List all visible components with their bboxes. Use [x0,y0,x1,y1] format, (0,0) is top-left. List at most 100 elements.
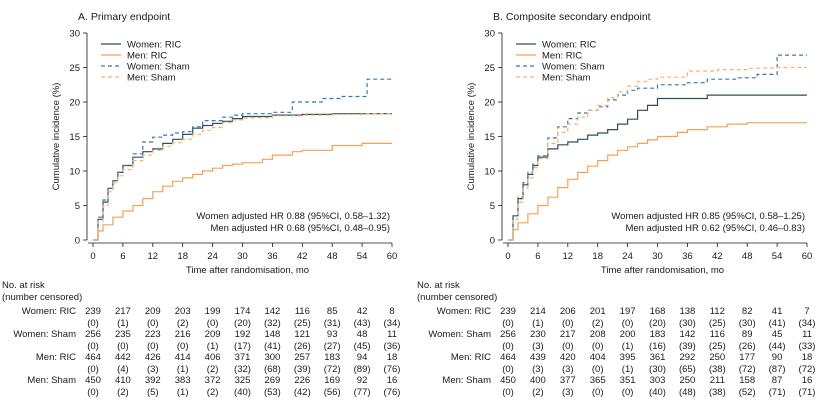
panel-b-risk-censored-men-sham-18: (0) [592,387,604,398]
panel-a-risk-censored-women-ric-30: (20) [234,318,251,329]
panel-b-risk-at-risk-women-sham-0: 256 [500,329,516,340]
panel-a-risk-at-risk-women-sham-0: 256 [85,329,101,340]
panel-a-series-women-ric [93,113,392,241]
panel-a-risk-at-risk-men-sham-6: 410 [115,375,131,386]
panel-a-y-tick-label-10: 10 [69,167,80,178]
panel-b-risk-at-risk-women-ric-18: 201 [590,306,606,317]
panel-b-risk-censored-men-sham-36: (48) [679,387,696,398]
panel-b-x-tick-label-42: 42 [712,251,723,262]
panel-a-risk-censored-men-ric-0: (0) [87,364,99,375]
panel-a-x-tick-label-6: 6 [120,251,125,262]
panel-a-series-men-ric [93,142,392,241]
panel-a-risk-at-risk-men-sham-30: 325 [235,375,251,386]
panel-b-risk-censored-men-ric-42: (38) [709,364,726,375]
panel-a-y-tick-label-15: 15 [69,132,80,143]
panel-a-risk-censored-women-ric-60: (34) [384,318,401,329]
panel-a-x-tick-label-42: 42 [297,251,308,262]
panel-b-risk-at-risk-women-ric-30: 168 [650,306,666,317]
panel-b-risk-at-risk-women-sham-36: 142 [679,329,695,340]
panel-b-risk-at-risk-women-sham-42: 116 [710,329,725,340]
panel-b-risk-at-risk-women-sham-6: 230 [530,329,546,340]
panel-a-risk-censored-women-sham-42: (26) [294,341,311,352]
panel-b-risk-censored-women-ric-60: (34) [799,318,816,329]
panel-a-risk-at-risk-women-sham-24: 209 [205,329,221,340]
panel-a-x-tick-label-0: 0 [90,251,95,262]
panel-b-risk-censored-women-sham-18: (0) [592,341,604,352]
panel-b-risk-censored-women-sham-54: (44) [769,341,786,352]
panel-a-risk-censored-women-ric-36: (32) [264,318,281,329]
panel-b-risk-censored-women-ric-42: (25) [709,318,726,329]
panel-a-risk-at-risk-men-sham-54: 92 [357,375,368,386]
panel-b-risk-censored-men-sham-30: (40) [649,387,666,398]
panel-b-risk-at-risk-men-ric-48: 177 [739,352,755,363]
panel-a-risk-at-risk-women-sham-60: 11 [387,329,397,340]
panel-a-annotation-2: Men adjusted HR 0.68 (95%CI, 0.48–0.95) [210,223,390,234]
panel-a-risk-at-risk-men-sham-18: 383 [175,375,191,386]
panel-a-risk-at-risk-women-ric-24: 199 [205,306,221,317]
panel-a-legend-label-men-ric: Men: RIC [127,51,167,62]
panel-b-x-tick-label-48: 48 [742,251,753,262]
panel-b-risk-at-risk-women-sham-48: 89 [742,329,753,340]
panel-a-risk-censored-men-ric-24: (2) [207,364,219,375]
panel-b-risk-censored-men-ric-30: (30) [649,364,666,375]
panel-b-risk-censored-women-sham-42: (25) [709,341,726,352]
panel-b-risk-at-risk-women-ric-54: 41 [772,306,783,317]
panel-a-risk-censored-women-sham-18: (0) [177,341,189,352]
panel-b-risk-censored-women-sham-24: (1) [622,341,634,352]
panel-b-risk-at-risk-men-sham-0: 450 [500,375,516,386]
panel-b-y-axis-label: Cumulative incidence (%) [466,83,477,191]
panel-b-series-women-ric [508,94,807,241]
panel-a-risk-censored-men-ric-30: (32) [234,364,251,375]
panel-b-legend-label-women-sham: Women: Sham [542,62,605,73]
panel-b-y-tick-label-15: 15 [484,132,495,143]
panel-a-x-tick-label-60: 60 [387,251,398,262]
panel-a-risk-at-risk-men-sham-36: 269 [264,375,280,386]
panel-b-risk-at-risk-men-sham-60: 16 [802,375,813,386]
panel-a-risk-at-risk-women-sham-42: 121 [294,329,310,340]
panel-b-risk-at-risk-men-ric-24: 395 [620,352,636,363]
panel-a-risk-censored-women-ric-12: (0) [147,318,159,329]
panel-a-risk-at-risk-women-sham-54: 48 [357,329,368,340]
panel-a-risk-censored-women-sham-0: (0) [87,341,99,352]
panel-b-risk-at-risk-women-sham-30: 183 [650,329,666,340]
panel-b-risk-censored-women-sham-30: (16) [649,341,666,352]
panel-a-risk-at-risk-men-ric-18: 414 [175,352,191,363]
panel-a-risk-at-risk-men-ric-0: 464 [85,352,101,363]
panel-b-risk-censored-women-ric-12: (0) [562,318,574,329]
panel-b-title: B. Composite secondary endpoint [493,11,651,23]
panel-a-y-tick-label-25: 25 [69,63,80,74]
panel-a-x-tick-label-12: 12 [148,251,159,262]
panel-a-risk-censored-men-sham-24: (2) [207,387,219,398]
panel-b-risk-at-risk-women-sham-54: 45 [772,329,783,340]
panel-b-risk-at-risk-women-ric-48: 82 [742,306,753,317]
panel-b-risk-censored-women-sham-36: (39) [679,341,696,352]
panel-b-risk-censored-men-sham-0: (0) [502,387,514,398]
panel-b-risk-censored-men-ric-18: (0) [592,364,604,375]
panel-a-risk-censored-women-sham-12: (0) [147,341,159,352]
panel-b-risk-at-risk-men-ric-12: 420 [560,352,576,363]
panel-a-risk-censored-men-sham-0: (0) [87,387,99,398]
panel-a-risk-at-risk-men-ric-60: 18 [387,352,398,363]
panel-b-risk-at-risk-men-ric-30: 361 [650,352,666,363]
panel-b-risk-row-label-men-sham: Men: Sham [442,375,491,386]
panel-b-risk-censored-women-ric-24: (0) [622,318,634,329]
panel-b-risk-at-risk-men-sham-30: 303 [650,375,666,386]
panel-a-x-axis-label: Time after randomisation, mo [186,265,309,276]
panel-b-series-men-ric [508,122,807,241]
panel-a-risk-row-label-women-ric: Women: RIC [22,306,76,317]
panel-b-risk-at-risk-men-sham-18: 365 [590,375,606,386]
panel-a-risk-at-risk-men-ric-54: 94 [357,352,368,363]
panel-a-risk-at-risk-women-ric-54: 42 [357,306,368,317]
panel-b-risk-at-risk-women-ric-6: 214 [530,306,546,317]
panel-a-risk-censored-men-sham-60: (76) [384,387,401,398]
panel-a-risk-censored-men-sham-6: (2) [117,387,129,398]
panel-a-risk-censored-men-ric-6: (4) [117,364,129,375]
panel-a-risk-at-risk-men-sham-48: 169 [324,375,340,386]
panel-a-risk-censored-men-ric-42: (39) [294,364,311,375]
panel-b-risk-at-risk-men-sham-24: 351 [620,375,636,386]
panel-b-risk-censored-men-sham-48: (52) [739,387,756,398]
panel-b-risk-at-risk-women-ric-60: 7 [804,306,809,317]
panel-a-risk-header-line2: (number censored) [2,292,82,303]
panel-b-x-tick-label-30: 30 [652,251,663,262]
panel-a-risk-at-risk-men-ric-6: 442 [115,352,131,363]
